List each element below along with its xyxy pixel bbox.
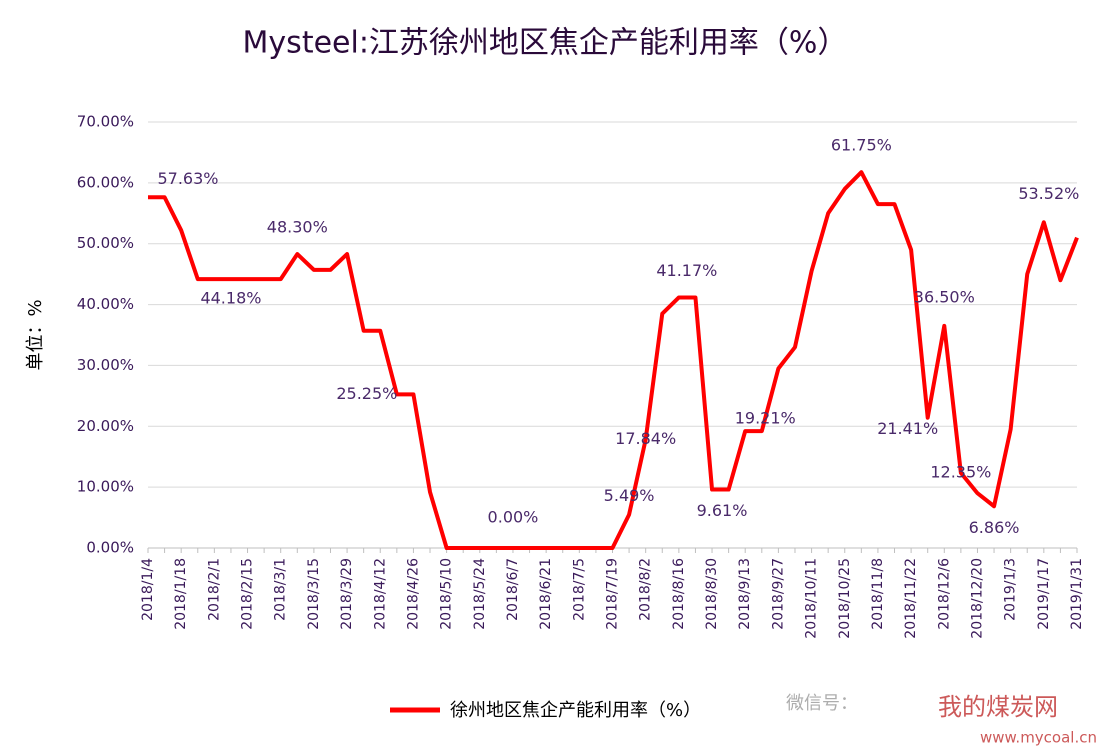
x-tick-label: 2018/3/15 bbox=[306, 558, 322, 630]
data-label: 25.25% bbox=[336, 384, 397, 403]
x-tick-label: 2018/7/19 bbox=[605, 558, 621, 630]
legend-label: 徐州地区焦企产能利用率（%） bbox=[450, 700, 701, 721]
data-label: 36.50% bbox=[914, 287, 975, 306]
x-tick-label: 2019/1/17 bbox=[1036, 558, 1052, 630]
data-label: 17.84% bbox=[615, 429, 676, 448]
data-label: 21.41% bbox=[877, 419, 938, 438]
data-label: 41.17% bbox=[656, 261, 717, 280]
x-tick-label: 2018/1/4 bbox=[140, 558, 156, 621]
data-label: 44.18% bbox=[200, 289, 261, 308]
data-label: 53.52% bbox=[1018, 184, 1079, 203]
x-tick-label: 2018/8/2 bbox=[638, 558, 654, 621]
x-tick-label: 2018/11/8 bbox=[870, 558, 886, 630]
data-label: 61.75% bbox=[831, 136, 892, 155]
x-tick-label: 2018/5/10 bbox=[439, 558, 455, 630]
data-label: 12.35% bbox=[930, 462, 991, 481]
x-tick-label: 2018/6/21 bbox=[538, 558, 554, 630]
data-label: 0.00% bbox=[488, 508, 539, 527]
x-tick-label: 2018/12/6 bbox=[936, 558, 952, 630]
x-tick-label: 2019/1/3 bbox=[1003, 558, 1019, 621]
y-axis-label: 单位：% bbox=[25, 299, 46, 370]
y-tick-label: 0.00% bbox=[86, 539, 134, 557]
x-tick-label: 2018/8/30 bbox=[704, 558, 720, 630]
chart-title: Mysteel:江苏徐州地区焦企产能利用率（%） bbox=[243, 26, 848, 61]
y-tick-label: 60.00% bbox=[77, 173, 134, 191]
x-tick-label: 2019/1/31 bbox=[1069, 558, 1085, 630]
y-tick-label: 70.00% bbox=[77, 113, 134, 131]
data-label: 48.30% bbox=[267, 218, 328, 237]
x-tick-label: 2018/9/13 bbox=[737, 558, 753, 630]
data-label: 9.61% bbox=[697, 501, 748, 520]
x-tick-label: 2018/12/20 bbox=[969, 558, 985, 639]
data-label: 57.63% bbox=[157, 169, 218, 188]
watermark: 我的煤炭网 bbox=[938, 693, 1058, 721]
x-tick-label: 2018/2/1 bbox=[206, 558, 222, 621]
data-label: 19.21% bbox=[735, 409, 796, 428]
y-tick-label: 50.00% bbox=[77, 234, 134, 252]
x-tick-label: 2018/11/22 bbox=[903, 558, 919, 639]
line bbox=[148, 170, 1079, 550]
x-tick-label: 2018/10/11 bbox=[804, 558, 820, 639]
x-tick-label: 2018/2/15 bbox=[240, 558, 256, 630]
x-tick-label: 2018/3/29 bbox=[339, 558, 355, 630]
x-tick-label: 2018/4/12 bbox=[372, 558, 388, 630]
x-tick-label: 2018/5/24 bbox=[472, 558, 488, 630]
y-tick-label: 20.00% bbox=[77, 417, 134, 435]
x-tick-label: 2018/6/7 bbox=[505, 558, 521, 621]
x-tick-label: 2018/9/27 bbox=[770, 558, 786, 630]
x-tick-label: 2018/1/18 bbox=[173, 558, 189, 630]
y-tick-label: 40.00% bbox=[77, 295, 134, 313]
x-tick-label: 2018/4/26 bbox=[405, 558, 421, 630]
data-label: 6.86% bbox=[969, 518, 1020, 537]
watermark: www.mycoal.cn bbox=[980, 729, 1097, 747]
x-tick-label: 2018/7/5 bbox=[571, 558, 587, 621]
y-tick-label: 30.00% bbox=[77, 356, 134, 374]
watermark: 微信号： bbox=[786, 693, 858, 714]
x-tick-label: 2018/10/25 bbox=[837, 558, 853, 639]
y-tick-label: 10.00% bbox=[77, 478, 134, 496]
x-tick-label: 2018/8/16 bbox=[671, 558, 687, 630]
x-tick-label: 2018/3/1 bbox=[273, 558, 289, 621]
data-label: 5.49% bbox=[604, 486, 655, 505]
